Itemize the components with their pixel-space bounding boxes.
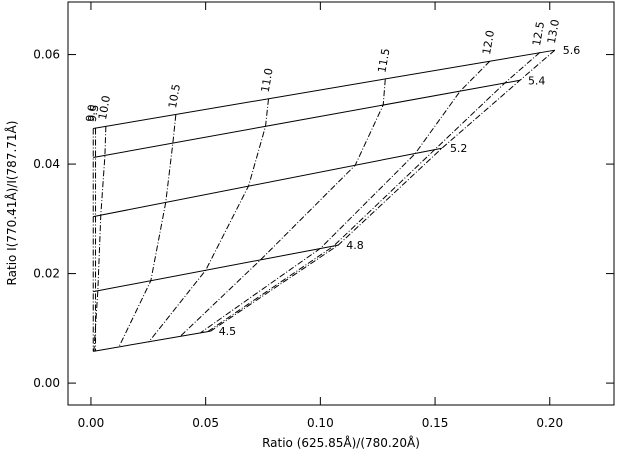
density-label: 9.5: [86, 104, 102, 123]
x-tick-label: 0.00: [78, 416, 105, 430]
x-axis-label: Ratio (625.85Å)/(780.20Å): [262, 435, 420, 450]
density-label: 10.0: [96, 94, 113, 120]
series-line: [93, 126, 107, 352]
temperature-label: 4.8: [346, 239, 364, 252]
x-tick-label: 0.05: [192, 416, 219, 430]
density-label: 11.0: [259, 67, 276, 93]
y-tick-label: 0.00: [33, 376, 60, 390]
y-tick-label: 0.02: [33, 267, 60, 281]
x-tick-label: 0.15: [422, 416, 449, 430]
temperature-label: 5.6: [563, 44, 581, 57]
y-tick-label: 0.06: [33, 48, 60, 62]
series-line: [93, 244, 339, 293]
series-line: [207, 51, 541, 333]
series-line: [148, 98, 270, 343]
density-label: 12.0: [480, 29, 497, 55]
density-label: 10.5: [166, 83, 183, 109]
density-label: 11.5: [375, 47, 392, 73]
temperature-label: 5.2: [450, 142, 468, 155]
series-line: [93, 49, 555, 129]
series-line: [200, 60, 491, 334]
series-line: [180, 79, 386, 337]
temperature-label: 4.5: [219, 325, 237, 338]
x-tick-label: 0.20: [536, 416, 563, 430]
density-label: 9.0: [83, 104, 99, 123]
y-axis-label: Ratio I(770.41Å)/I(787.71Å): [4, 121, 19, 286]
series-line: [93, 330, 211, 352]
series-line: [118, 114, 177, 348]
series-line: [210, 49, 556, 332]
x-tick-label: 0.10: [307, 416, 334, 430]
y-tick-label: 0.04: [33, 157, 60, 171]
series-line: [93, 79, 521, 158]
density-label: 13.0: [545, 18, 562, 44]
density-label: 12.5: [530, 21, 547, 47]
temperature-label: 5.4: [528, 74, 546, 87]
plot-frame: [67, 1, 615, 406]
series-line: [93, 147, 443, 218]
